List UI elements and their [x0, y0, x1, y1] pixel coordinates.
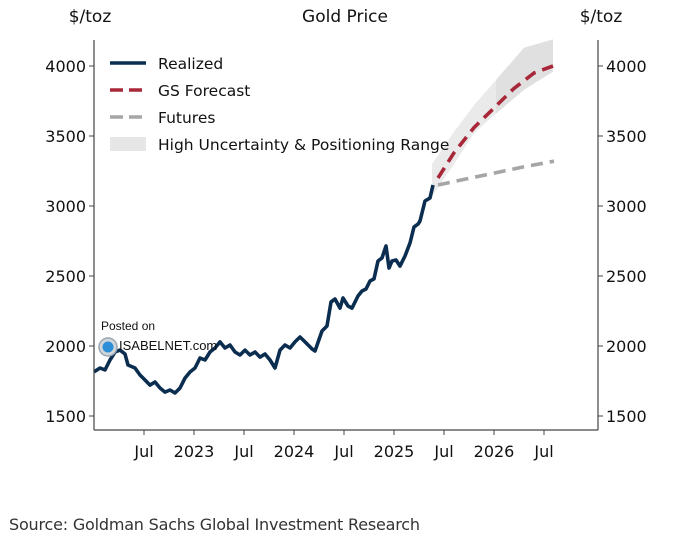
series-futures [437, 159, 555, 187]
legend-label-realized: Realized [158, 55, 223, 73]
x-tick-label: Jul [533, 442, 553, 461]
uncertainty-band-layer [432, 39, 553, 197]
x-tick-label: Jul [133, 442, 153, 461]
series-layer [93, 64, 555, 395]
x-tick-label: Jul [433, 442, 453, 461]
x-tick-label: 2025 [374, 442, 415, 461]
y-tick-label-right: 3500 [606, 127, 647, 146]
watermark-logo-inner-icon [102, 341, 114, 353]
chart-title: Gold Price [302, 7, 388, 27]
y-tick-label-left: 3000 [45, 197, 86, 216]
y-tick-label-left: 4000 [45, 57, 86, 76]
legend-swatch-high-uncertainty-positioning-range [110, 137, 146, 151]
series-realized [93, 184, 435, 395]
y-tick-label-right: 2500 [606, 267, 647, 286]
y-tick-label-left: 2500 [45, 267, 86, 286]
y-tick-label-right: 1500 [606, 407, 647, 426]
source-note: Source: Goldman Sachs Global Investment … [9, 515, 420, 534]
x-tick-label: 2024 [274, 442, 315, 461]
x-tick-label: 2026 [474, 442, 515, 461]
legend-label-high-uncertainty-positioning-range: High Uncertainty & Positioning Range [158, 136, 449, 154]
uncertainty-band-dense [496, 39, 553, 114]
x-tick-label: Jul [333, 442, 353, 461]
legend-label-gs-forecast: GS Forecast [158, 82, 250, 100]
isabelnet-watermark: Posted on ISABELNET.com [98, 319, 217, 357]
x-tick-label: 2023 [174, 442, 215, 461]
left-axis-unit: $/toz [69, 7, 112, 27]
series-gs-forecast [436, 64, 554, 179]
y-tick-label-left: 2000 [45, 337, 86, 356]
gold-price-chart: 1500 1500 2000 2000 2500 2500 3000 3000 3500 3500… [45, 7, 647, 461]
axes-layer: 1500 1500 2000 2000 2500 2500 3000 3000 3500 3500… [45, 40, 647, 461]
watermark-site: ISABELNET.com [119, 338, 217, 353]
watermark-posted-on: Posted on [101, 319, 155, 333]
y-tick-label-left: 3500 [45, 127, 86, 146]
x-tick-label: Jul [233, 442, 253, 461]
legend: Realized GS Forecast Futures High Uncertain… [110, 55, 449, 154]
y-tick-label-left: 1500 [45, 407, 86, 426]
y-tick-label-right: 4000 [606, 57, 647, 76]
legend-label-futures: Futures [158, 109, 215, 127]
y-tick-label-right: 2000 [606, 337, 647, 356]
y-tick-label-right: 3000 [606, 197, 647, 216]
right-axis-unit: $/toz [580, 7, 623, 27]
